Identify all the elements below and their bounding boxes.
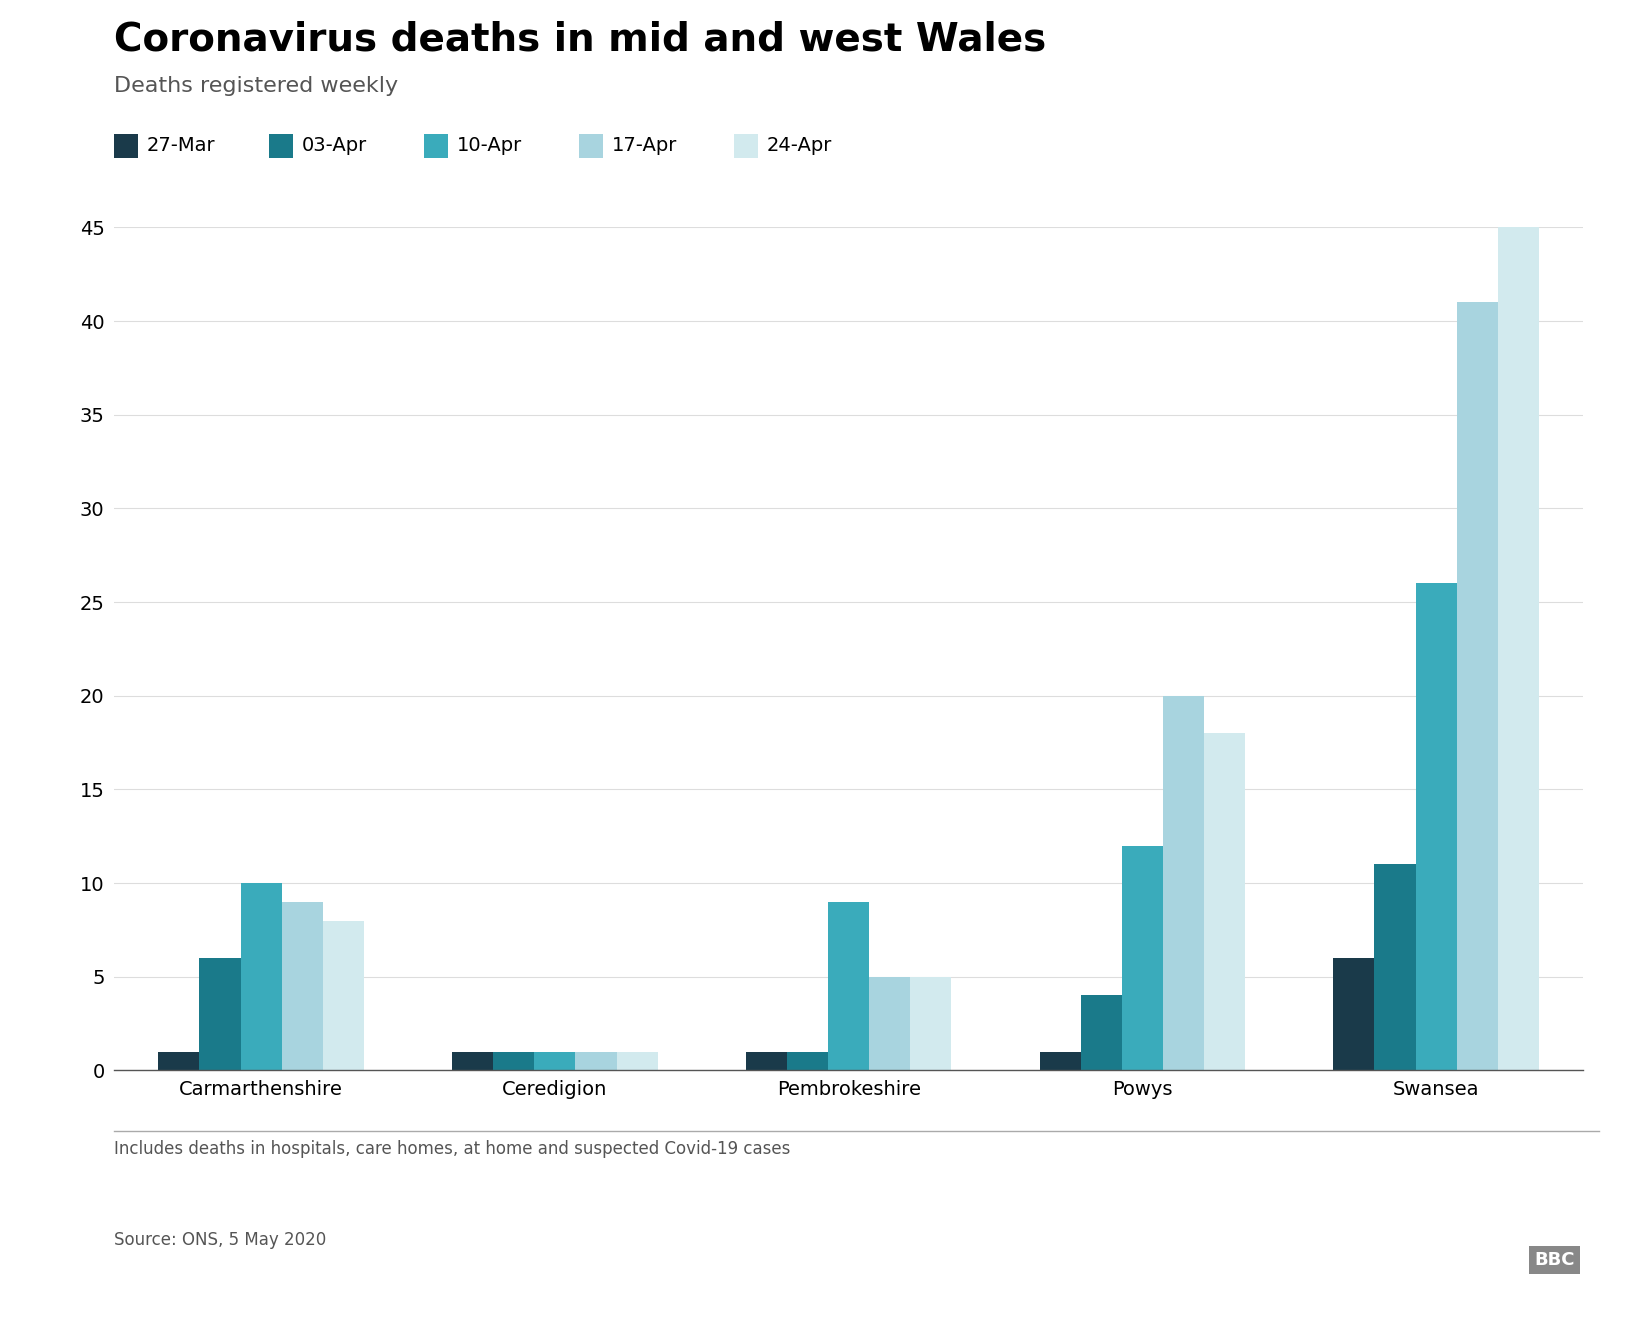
Bar — [493, 1052, 534, 1070]
Bar — [787, 1052, 827, 1070]
Bar — [1204, 733, 1245, 1070]
Bar — [323, 921, 364, 1070]
Text: BBC: BBC — [1534, 1251, 1575, 1268]
Text: 10-Apr: 10-Apr — [457, 136, 522, 155]
Bar — [199, 958, 240, 1070]
Bar — [1333, 958, 1374, 1070]
Text: Includes deaths in hospitals, care homes, at home and suspected Covid-19 cases: Includes deaths in hospitals, care homes… — [114, 1140, 790, 1157]
Text: Source: ONS, 5 May 2020: Source: ONS, 5 May 2020 — [114, 1231, 326, 1248]
Bar — [240, 883, 282, 1070]
Text: 27-Mar: 27-Mar — [147, 136, 215, 155]
Bar — [452, 1052, 493, 1070]
Bar — [1164, 696, 1204, 1070]
Bar — [1121, 846, 1164, 1070]
Bar — [827, 902, 870, 1070]
Bar — [1498, 227, 1539, 1070]
Text: 03-Apr: 03-Apr — [302, 136, 367, 155]
Bar — [576, 1052, 617, 1070]
Bar — [1457, 302, 1498, 1070]
Text: 17-Apr: 17-Apr — [612, 136, 677, 155]
Text: Coronavirus deaths in mid and west Wales: Coronavirus deaths in mid and west Wales — [114, 20, 1046, 58]
Bar — [158, 1052, 199, 1070]
Bar — [617, 1052, 658, 1070]
Bar — [870, 977, 911, 1070]
Bar — [534, 1052, 576, 1070]
Text: 24-Apr: 24-Apr — [767, 136, 832, 155]
Bar — [1415, 583, 1457, 1070]
Bar — [282, 902, 323, 1070]
Bar — [1080, 995, 1121, 1070]
Text: Deaths registered weekly: Deaths registered weekly — [114, 76, 398, 96]
Bar — [1040, 1052, 1080, 1070]
Bar — [911, 977, 951, 1070]
Bar — [1374, 864, 1415, 1070]
Bar — [746, 1052, 787, 1070]
